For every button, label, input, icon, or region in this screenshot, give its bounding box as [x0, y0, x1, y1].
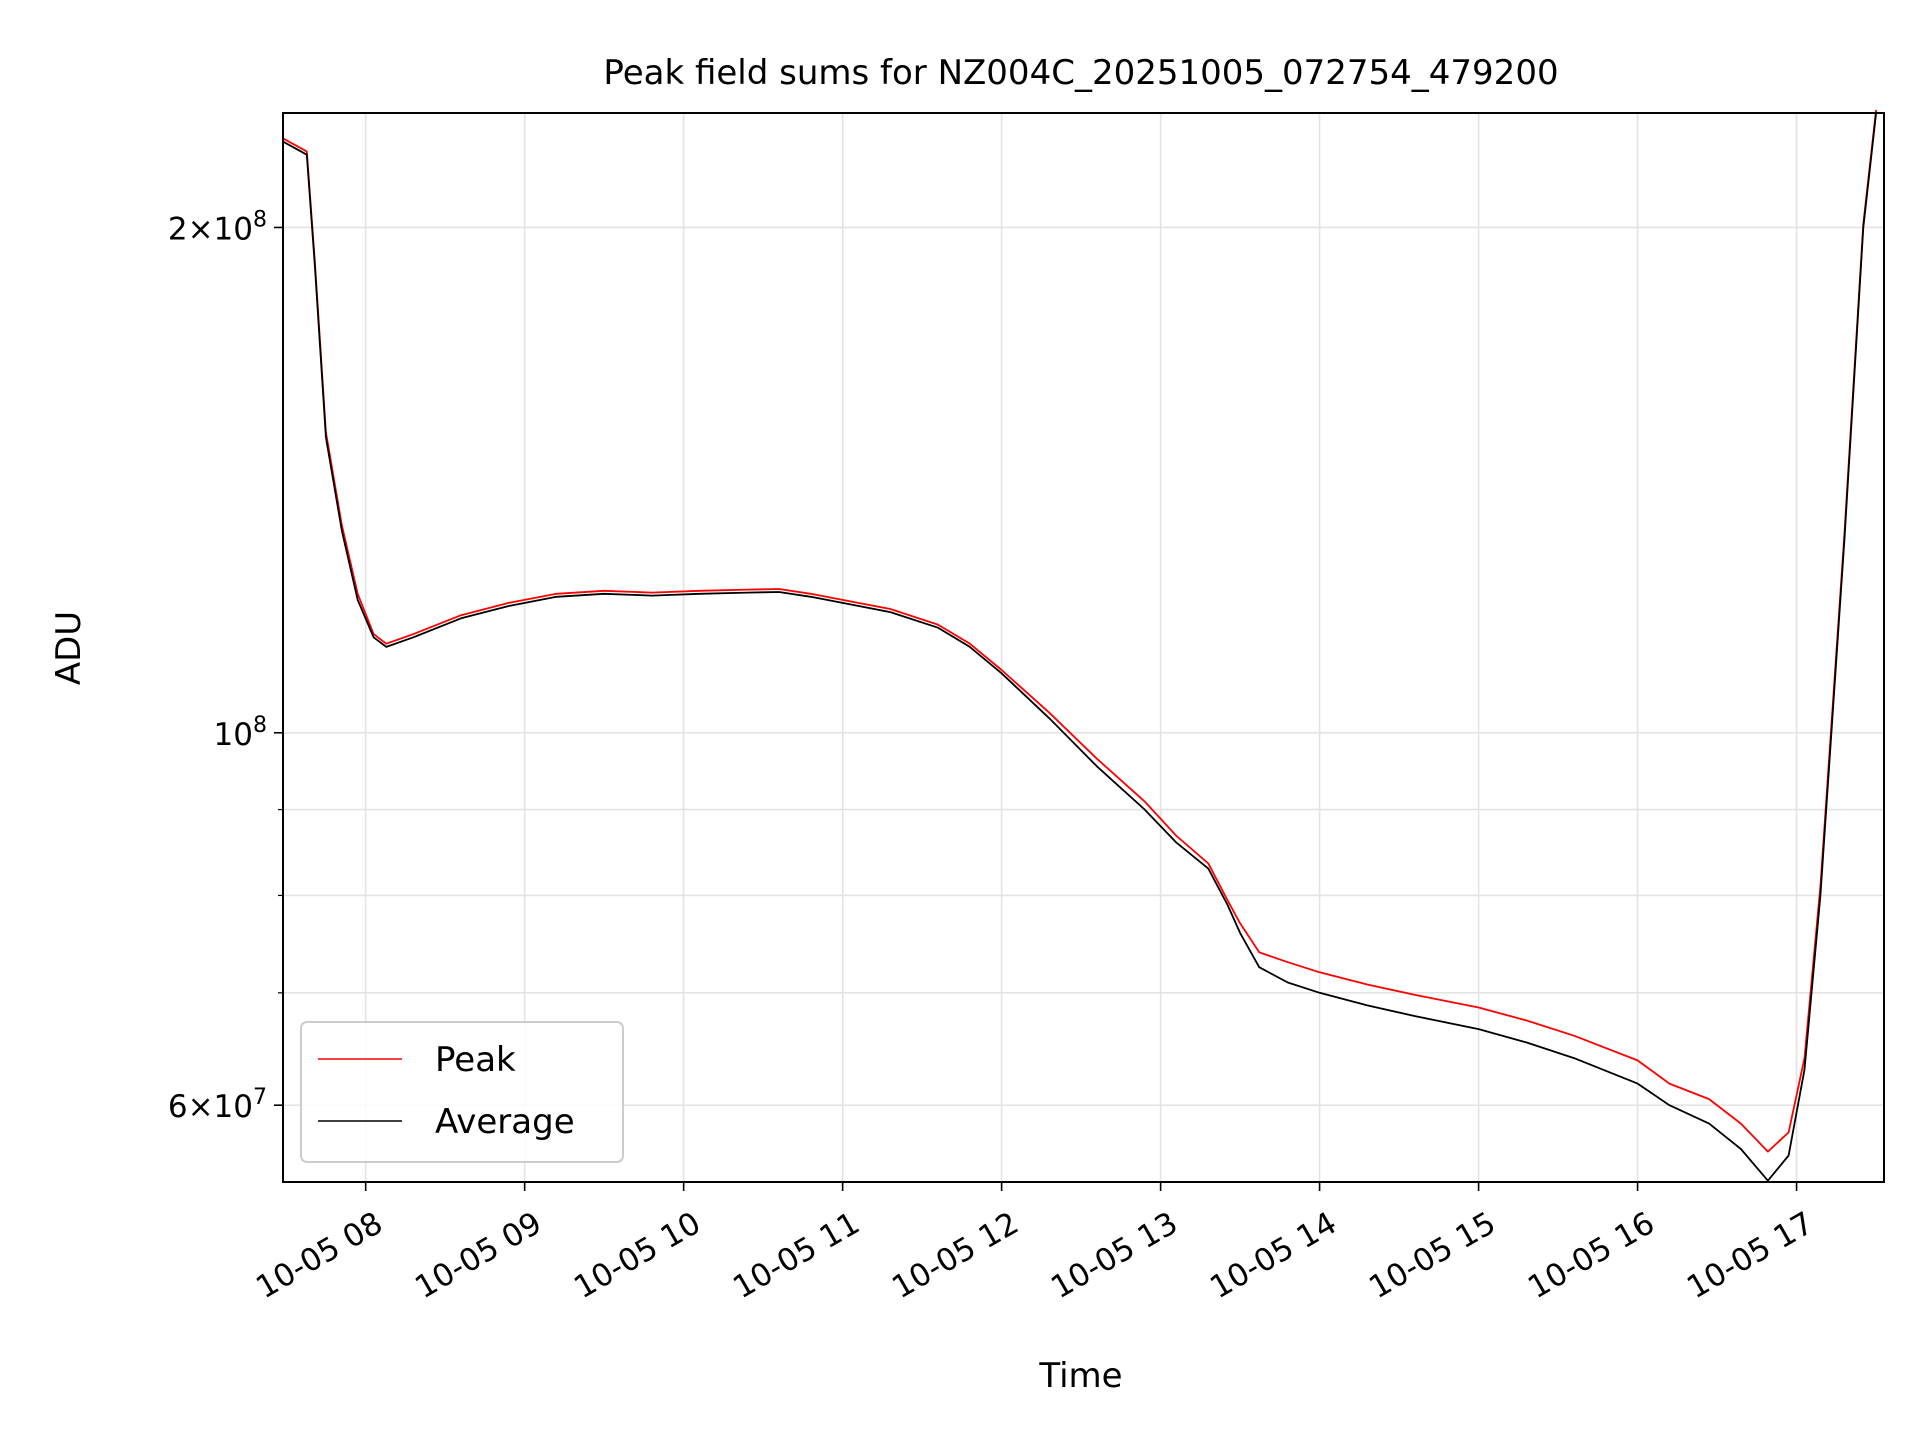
y-tick-base: 10 — [214, 211, 253, 247]
y-tick-mantissa: 2 — [168, 211, 188, 247]
series-lines — [282, 109, 1877, 1182]
y-tick-base: 10 — [214, 1089, 253, 1125]
y-tick-label: 108 — [214, 713, 267, 753]
y-tick-times: × — [188, 1089, 214, 1125]
y-tick-exponent: 8 — [253, 207, 267, 232]
y-tick-base: 10 — [214, 717, 253, 753]
y-tick-exponent: 8 — [253, 713, 267, 738]
plot-frame — [282, 112, 1885, 1183]
legend-box — [300, 1021, 624, 1163]
y-tick-exponent: 7 — [253, 1085, 267, 1110]
grid — [283, 113, 1884, 1182]
series-line-average — [282, 112, 1877, 1182]
series-line-peak — [282, 109, 1877, 1153]
chart-title: Peak field sums for NZ004C_20251005_0727… — [603, 53, 1558, 93]
legend: Peak Average — [300, 1021, 624, 1163]
legend-label-average: Average — [435, 1102, 575, 1142]
y-axis-label: ADU — [49, 611, 89, 685]
y-tick-times: × — [188, 211, 214, 247]
x-axis-label: Time — [1038, 1356, 1122, 1396]
y-tick-label: 6×107 — [168, 1085, 267, 1125]
legend-label-peak: Peak — [435, 1040, 516, 1080]
y-tick-label: 2×108 — [168, 207, 267, 247]
y-tick-mantissa: 6 — [168, 1089, 188, 1125]
